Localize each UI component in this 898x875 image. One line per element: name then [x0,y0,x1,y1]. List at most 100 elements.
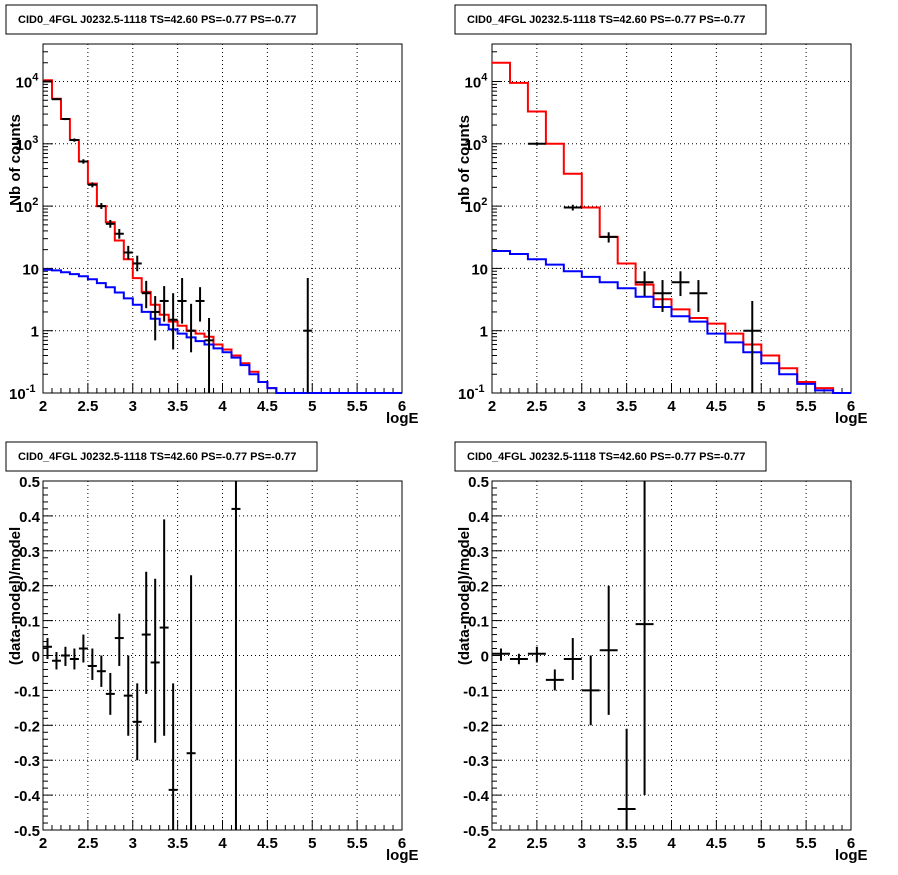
title-box [5,441,318,472]
data-point [689,280,708,312]
y-axis-label: nb of counts [456,115,473,205]
x-tick-label: 6 [398,835,406,852]
data-point [96,655,106,687]
data-point [743,300,762,393]
data-point [635,271,654,297]
y-tick-label: 10 [471,261,488,278]
data-point [509,653,528,665]
y-tick-label: -0.1 [14,683,40,700]
data-point [141,571,151,694]
y-tick-label: 0.2 [19,579,40,596]
y-tick-label: 10-1 [458,383,484,403]
x-tick-label: 4.5 [706,398,727,415]
data-point [168,293,178,350]
y-tick-label: 102 [465,196,488,216]
x-tick-label: 5 [757,398,765,415]
grid [43,44,402,393]
data-point [186,303,196,353]
data-point [204,317,214,393]
x-ticks: 2 2.5 3 3.5 4 4.5 5 5.5 6 [488,383,855,415]
y-ticks: 10-1 1 10 102 103 104 [9,43,53,403]
data-point [96,203,106,209]
y-tick-label: 0 [481,649,489,666]
x-tick-label: 6 [398,398,406,415]
grid [43,481,402,830]
data-point [527,646,546,663]
data-point [123,655,133,736]
data-point [78,634,88,663]
data-point [132,255,142,272]
y-tick-label: -0.2 [463,718,489,735]
data-point [563,638,582,680]
x-tick-label: 3 [129,835,137,852]
title-box [5,4,318,35]
x-tick-label: 6 [847,398,855,415]
data-point [43,80,52,83]
data-point [492,648,510,661]
x-tick-label: 3.5 [616,398,637,415]
y-tick-label: 0.1 [468,614,489,631]
x-tick-label: 5.5 [347,398,368,415]
y-tick-label: 10-1 [9,383,35,403]
data-point [635,481,654,796]
title-box [454,441,767,472]
data-point [195,287,205,322]
data-point [186,575,196,830]
data-point [132,683,142,761]
data-points [43,481,241,830]
data-point [69,648,79,670]
y-tick-label: 0.4 [19,509,41,526]
y-tick-label: 0 [32,649,40,666]
y-tick-label: 0.1 [19,614,40,631]
x-tick-label: 5 [757,835,765,852]
x-tick-label: 4.5 [706,835,727,852]
data-point [545,669,564,691]
residual-panel-left: CID0_4FGL J0232.5-1118 TS=42.60 PS=-0.77… [5,441,419,864]
x-tick-label: 5.5 [347,835,368,852]
y-tick-label: 104 [16,72,40,92]
data-point [60,117,70,121]
y-tick-label: 0.4 [468,509,490,526]
y-tick-label: 0.5 [19,474,40,491]
x-tick-label: 2 [39,835,47,852]
counts-panel-right: CID0_4FGL J0232.5-1118 TS=42.60 PS=-0.77… [454,4,868,427]
chart-title: CID0_4FGL J0232.5-1118 TS=42.60 PS=-0.77… [18,14,296,26]
data-points [492,481,654,830]
y-tick-label: -0.5 [463,823,489,840]
y-axis-label: Nb of counts [7,114,24,206]
data-point [150,296,160,341]
data-points [527,142,762,393]
y-tick-label: -0.2 [14,718,40,735]
y-tick-label: -0.1 [463,683,489,700]
x-tick-label: 4.5 [257,835,278,852]
x-tick-label: 3 [578,398,586,415]
x-tick-label: 4.5 [257,398,278,415]
x-tick-label: 5.5 [796,835,817,852]
y-tick-label: 103 [16,134,39,154]
y-tick-label: -0.5 [14,823,40,840]
data-point [51,98,61,101]
data-point [105,219,115,228]
data-point [69,138,79,142]
x-tick-label: 6 [847,835,855,852]
y-tick-label: 0.2 [468,579,489,596]
x-tick-label: 5 [308,835,316,852]
x-tick-label: 3.5 [167,398,188,415]
x-axis-label: logE [386,847,419,864]
y-tick-label: 0.3 [19,544,40,561]
x-tick-label: 4 [218,835,227,852]
data-point [231,481,241,830]
grid [492,481,851,830]
data-point [78,159,88,164]
y-axis-label: (data-model)/model [7,527,24,665]
x-tick-label: 4 [667,835,676,852]
x-ticks: 2 2.5 3 3.5 4 4.5 5 5.5 6 [39,820,406,852]
x-tick-label: 4 [667,398,676,415]
data-point [671,271,690,297]
data-point [105,672,115,715]
data-point [168,683,178,830]
data-point [653,280,672,312]
x-tick-label: 2 [39,398,47,415]
series-step-line-1 [43,268,402,394]
